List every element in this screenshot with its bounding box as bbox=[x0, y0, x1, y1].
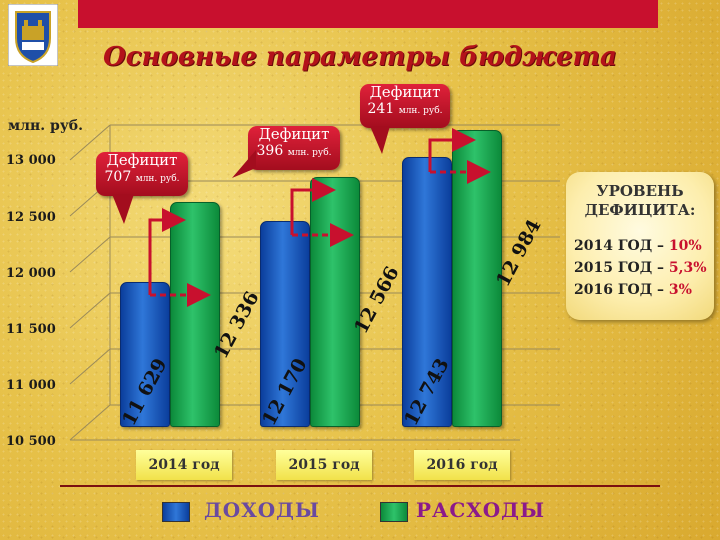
deficit-bubble-2015: Дефицит 396 млн. руб. bbox=[248, 125, 340, 170]
income-bar bbox=[402, 156, 452, 427]
y-axis-unit: млн. руб. bbox=[8, 118, 83, 134]
deficit-value: 241 bbox=[367, 101, 395, 118]
deficit-level-2015: 2015 ГОД – 5,3% bbox=[574, 260, 707, 276]
x-category-2016: 2016 год bbox=[414, 450, 510, 480]
income-bar bbox=[260, 220, 310, 427]
deficit-value: 396 bbox=[256, 143, 284, 160]
deficit-unit: млн. руб. bbox=[398, 106, 443, 117]
coat-of-arms-icon bbox=[8, 4, 58, 66]
legend-label-income: ДОХОДЫ bbox=[204, 498, 320, 522]
y-tick: 11 500 bbox=[6, 322, 56, 337]
expense-bar bbox=[310, 176, 360, 427]
y-tick: 12 500 bbox=[6, 210, 56, 225]
x-category-2015: 2015 год bbox=[276, 450, 372, 480]
income-bar bbox=[120, 281, 170, 427]
deficit-level-2014: 2014 ГОД – 10% bbox=[574, 238, 702, 254]
top-banner bbox=[78, 0, 658, 28]
deficit-level-title-line1: УРОВЕНЬ bbox=[596, 182, 684, 200]
deficit-bubble-2014: Дефицит 707 млн. руб. bbox=[96, 151, 188, 196]
legend-divider bbox=[60, 485, 660, 487]
y-tick: 12 000 bbox=[6, 266, 56, 281]
deficit-value: 707 bbox=[104, 169, 132, 186]
page-title: Основные параметры бюджета bbox=[103, 42, 617, 72]
deficit-unit: млн. руб. bbox=[135, 174, 180, 185]
legend-swatch-expenses bbox=[380, 502, 408, 522]
deficit-unit: млн. руб. bbox=[287, 148, 332, 159]
bubble-tail-icon bbox=[112, 194, 134, 224]
bubble-tail-icon bbox=[370, 126, 390, 154]
legend-label-expenses: РАСХОДЫ bbox=[416, 498, 546, 522]
bubble-tail-icon bbox=[232, 150, 256, 178]
deficit-label: Дефицит bbox=[369, 83, 441, 101]
deficit-label: Дефицит bbox=[106, 151, 178, 169]
x-category-2014: 2014 год bbox=[136, 450, 232, 480]
deficit-label: Дефицит bbox=[258, 125, 330, 143]
deficit-bubble-2016: Дефицит 241 млн. руб. bbox=[360, 83, 450, 128]
legend-swatch-income bbox=[162, 502, 190, 522]
deficit-level-title-line2: ДЕФИЦИТА: bbox=[584, 200, 696, 219]
expense-bar bbox=[170, 202, 220, 427]
y-tick: 13 000 bbox=[6, 153, 56, 168]
deficit-level-box: УРОВЕНЬ ДЕФИЦИТА: 2014 ГОД – 10% 2015 ГО… bbox=[566, 172, 714, 320]
deficit-level-title: УРОВЕНЬ ДЕФИЦИТА: bbox=[566, 182, 714, 220]
deficit-level-2016: 2016 ГОД – 3% bbox=[574, 282, 692, 298]
y-tick: 10 500 bbox=[6, 434, 56, 449]
y-tick: 11 000 bbox=[6, 378, 56, 393]
